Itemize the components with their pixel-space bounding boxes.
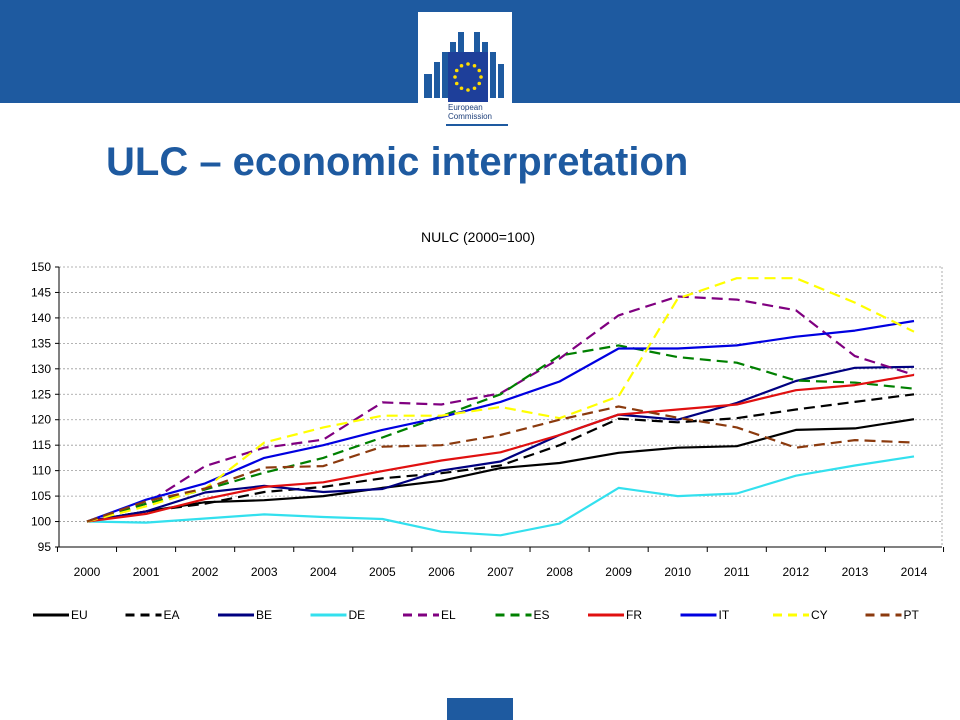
eu-star-icon [477,68,482,73]
x-tick-label: 2009 [605,565,632,579]
slide-title: ULC – economic interpretation [106,140,689,184]
x-tick-label: 2000 [74,565,101,579]
eu-star-icon [472,86,477,91]
x-tick-label: 2010 [664,565,691,579]
legend-label-de: DE [349,608,366,622]
y-axis: 95 100 105 110 115 120 125 130 135 140 145 150 [31,260,60,554]
european-commission-logo [418,12,512,134]
eu-star-icon [466,62,470,66]
nulc-line-chart: NULC (2000=100) 95 100 105 110 115 120 125 130 1… [31,229,945,622]
x-tick-label: 2006 [428,565,455,579]
legend-label-fr: FR [626,608,642,622]
series-line-de [86,455,915,537]
series-line-cy [86,277,915,523]
series-line-it [86,319,915,523]
legend-label-eu: EU [71,608,88,622]
legend-label-es: ES [534,608,550,622]
y-tick-label: 120 [31,413,51,427]
legend: EU EA BE DE EL ES FR IT CY PT [33,608,920,622]
eu-star-icon [472,63,477,68]
x-tick-label: 2001 [133,565,160,579]
legend-label-pt: PT [904,608,920,622]
x-axis: 2000 2001 2002 2003 2004 2005 2006 2007 2008 2009… [56,546,945,579]
eu-star-icon [454,68,459,73]
legend-label-it: IT [719,608,730,622]
x-tick-label: 2013 [842,565,869,579]
y-tick-label: 135 [31,336,51,350]
legend-label-el: EL [441,608,456,622]
y-tick-label: 105 [31,489,51,503]
eu-star-icon [459,86,464,91]
logo-line-2: Commission [448,112,493,121]
y-tick-label: 115 [32,438,51,452]
x-tick-label: 2003 [251,565,278,579]
eu-star-icon [477,81,482,86]
y-tick-label: 100 [31,515,51,529]
y-tick-label: 145 [31,285,51,299]
y-tick-label: 95 [38,540,52,554]
y-tick-label: 150 [31,260,51,274]
x-tick-label: 2008 [546,565,573,579]
legend-label-cy: CY [811,608,828,622]
x-tick-label: 2012 [783,565,810,579]
chart-grid [59,266,943,547]
eu-flag-building-icon [424,32,508,126]
eu-star-icon [454,81,459,86]
footer-tab [447,698,513,720]
eu-star-icon [466,88,470,92]
chart-title: NULC (2000=100) [421,229,535,245]
x-tick-label: 2014 [901,565,928,579]
legend-label-ea: EA [164,608,180,622]
y-tick-label: 140 [31,311,51,325]
eu-star-icon [459,63,464,68]
y-tick-label: 110 [32,464,51,478]
x-tick-label: 2005 [369,565,396,579]
x-tick-label: 2011 [724,565,750,579]
series-lines [86,277,915,537]
series-line-pt [86,405,915,523]
y-tick-label: 125 [31,387,51,401]
series-line-be [86,365,915,523]
eu-star-icon [453,75,457,79]
series-line-es [86,344,915,523]
x-tick-label: 2002 [192,565,219,579]
x-tick-label: 2004 [310,565,337,579]
logo-line-1: European [448,103,483,112]
series-line-ea [86,393,915,523]
logo-text: European Commission [448,103,528,121]
eu-star-icon [479,75,483,79]
series-line-eu [86,418,915,523]
x-tick-label: 2007 [487,565,514,579]
series-line-fr [86,373,915,523]
y-tick-label: 130 [31,362,51,376]
legend-label-be: BE [256,608,272,622]
